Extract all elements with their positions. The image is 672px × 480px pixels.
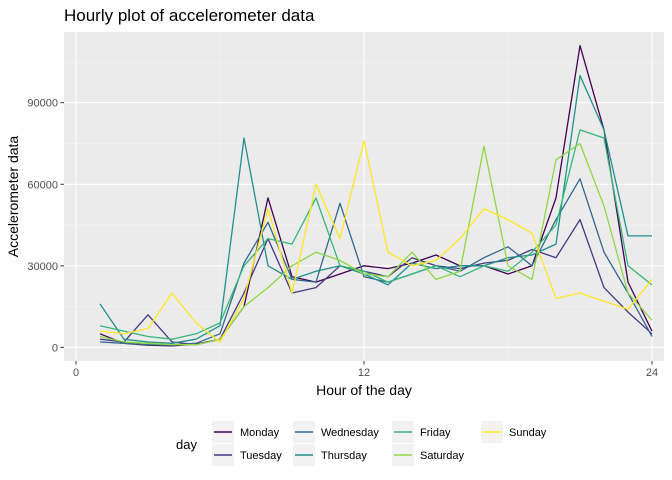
y-axis-ticks: 0 30000 60000 90000 bbox=[27, 98, 64, 354]
x-tick-label: 12 bbox=[358, 367, 370, 379]
series-line-sunday bbox=[99, 140, 653, 343]
chart-title: Hourly plot of accelerometer data bbox=[64, 6, 315, 25]
legend-label-wednesday: Wednesday bbox=[321, 427, 379, 439]
y-tick-label: 0 bbox=[52, 342, 58, 354]
legend-label-saturday: Saturday bbox=[420, 450, 465, 462]
legend-title: day bbox=[176, 437, 197, 452]
x-axis-ticks: 0 12 24 bbox=[73, 361, 658, 379]
x-tick-label: 0 bbox=[73, 367, 79, 379]
legend-label-monday: Monday bbox=[240, 427, 280, 439]
legend-items: Monday Tuesday Wednesday Thursday Friday Satu… bbox=[212, 421, 547, 466]
series-line-saturday bbox=[99, 142, 653, 346]
legend-label-friday: Friday bbox=[420, 427, 451, 439]
legend-label-sunday: Sunday bbox=[509, 427, 547, 439]
x-tick-label: 24 bbox=[646, 367, 658, 379]
series-line-thursday bbox=[99, 74, 652, 344]
y-axis-title: Accelerometer data bbox=[5, 136, 21, 258]
legend-label-thursday: Thursday bbox=[321, 450, 367, 462]
x-axis-title: Hour of the day bbox=[316, 382, 412, 398]
y-tick-label: 30000 bbox=[27, 261, 58, 273]
series-lines bbox=[99, 44, 653, 347]
y-tick-label: 60000 bbox=[27, 179, 58, 191]
legend-label-tuesday: Tuesday bbox=[240, 450, 282, 462]
legend: day Monday Tuesday Wednesday Thursday Friday… bbox=[176, 421, 547, 466]
series-line-friday bbox=[99, 129, 653, 340]
y-tick-label: 90000 bbox=[27, 98, 58, 110]
